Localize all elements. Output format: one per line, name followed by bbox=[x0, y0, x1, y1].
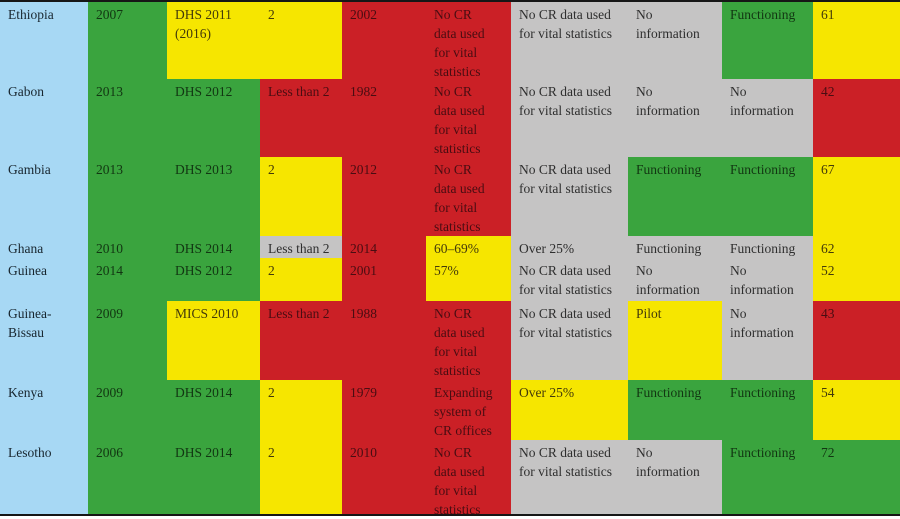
table-cell-r4-c2: 2010 bbox=[88, 236, 167, 258]
table-cell-r5-c3: DHS 2012 bbox=[167, 258, 260, 301]
table-cell-r6-c5: 1988 bbox=[342, 301, 426, 380]
table-cell-r6-c8: Pilot bbox=[628, 301, 722, 380]
table-cell-r6-c4: Less than 2 bbox=[260, 301, 342, 380]
table-cell-r4-c3: DHS 2014 bbox=[167, 236, 260, 258]
table-cell-r1-c8: No information bbox=[628, 2, 722, 79]
table-cell-r3-c2: 2013 bbox=[88, 157, 167, 236]
table-cell-r6-c9: No information bbox=[722, 301, 813, 380]
table-cell-r4-c10: 62 bbox=[813, 236, 900, 258]
table-cell-r3-c6: No CR data used for vital statistics bbox=[426, 157, 511, 236]
table-cell-r2-c7: No CR data used for vital statistics bbox=[511, 79, 628, 157]
table-cell-r3-c4: 2 bbox=[260, 157, 342, 236]
table-cell-r3-c7: No CR data used for vital statistics bbox=[511, 157, 628, 236]
table-cell-r6-c3: MICS 2010 bbox=[167, 301, 260, 380]
table-cell-r7-c10: 54 bbox=[813, 380, 900, 440]
table-cell-r7-c8: Functioning bbox=[628, 380, 722, 440]
table-cell-r7-c4: 2 bbox=[260, 380, 342, 440]
table-cell-r1-c1: Ethiopia bbox=[0, 2, 88, 79]
table-cell-r4-c6: 60–69% bbox=[426, 236, 511, 258]
table-cell-r2-c10: 42 bbox=[813, 79, 900, 157]
table-cell-r1-c6: No CR data used for vital statistics bbox=[426, 2, 511, 79]
table-cell-r1-c2: 2007 bbox=[88, 2, 167, 79]
table-cell-r1-c5: 2002 bbox=[342, 2, 426, 79]
table-cell-r5-c10: 52 bbox=[813, 258, 900, 301]
table-cell-r3-c5: 2012 bbox=[342, 157, 426, 236]
table-cell-r7-c6: Expanding system of CR offices bbox=[426, 380, 511, 440]
table-cell-r2-c8: No information bbox=[628, 79, 722, 157]
table-cell-r8-c6: No CR data used for vital statistics bbox=[426, 440, 511, 514]
table-cell-r8-c9: Functioning bbox=[722, 440, 813, 514]
table-top-border bbox=[0, 0, 900, 2]
table-cell-r2-c2: 2013 bbox=[88, 79, 167, 157]
table-cell-r6-c1: Guinea- Bissau bbox=[0, 301, 88, 380]
table-cell-r1-c7: No CR data used for vital statistics bbox=[511, 2, 628, 79]
table-cell-r6-c6: No CR data used for vital statistics bbox=[426, 301, 511, 380]
table-cell-r7-c5: 1979 bbox=[342, 380, 426, 440]
table-cell-r7-c9: Functioning bbox=[722, 380, 813, 440]
table-cell-r6-c2: 2009 bbox=[88, 301, 167, 380]
table-cell-r3-c8: Functioning bbox=[628, 157, 722, 236]
table-cell-r6-c10: 43 bbox=[813, 301, 900, 380]
table-cell-r4-c5: 2014 bbox=[342, 236, 426, 258]
table-cell-r2-c1: Gabon bbox=[0, 79, 88, 157]
table-cell-r7-c2: 2009 bbox=[88, 380, 167, 440]
table-cell-r3-c10: 67 bbox=[813, 157, 900, 236]
table-cell-r5-c6: 57% bbox=[426, 258, 511, 301]
table-cell-r8-c8: No information bbox=[628, 440, 722, 514]
table-bottom-border bbox=[0, 514, 900, 516]
table-cell-r6-c7: No CR data used for vital statistics bbox=[511, 301, 628, 380]
table-cell-r2-c5: 1982 bbox=[342, 79, 426, 157]
table-cell-r5-c8: No information bbox=[628, 258, 722, 301]
table-cell-r2-c9: No information bbox=[722, 79, 813, 157]
table-cell-r3-c1: Gambia bbox=[0, 157, 88, 236]
table-cell-r2-c4: Less than 2 bbox=[260, 79, 342, 157]
table-cell-r5-c4: 2 bbox=[260, 258, 342, 301]
table-cell-r5-c5: 2001 bbox=[342, 258, 426, 301]
table-cell-r3-c3: DHS 2013 bbox=[167, 157, 260, 236]
table-cell-r8-c2: 2006 bbox=[88, 440, 167, 514]
table-cell-r8-c4: 2 bbox=[260, 440, 342, 514]
table-cell-r7-c3: DHS 2014 bbox=[167, 380, 260, 440]
table-cell-r2-c6: No CR data used for vital statistics bbox=[426, 79, 511, 157]
table-cell-r2-c3: DHS 2012 bbox=[167, 79, 260, 157]
table-cell-r1-c3: DHS 2011 (2016) bbox=[167, 2, 260, 79]
table-cell-r1-c9: Functioning bbox=[722, 2, 813, 79]
table-cell-r5-c9: No information bbox=[722, 258, 813, 301]
table-cell-r7-c7: Over 25% bbox=[511, 380, 628, 440]
table-cell-r7-c1: Kenya bbox=[0, 380, 88, 440]
table-cell-r3-c9: Functioning bbox=[722, 157, 813, 236]
table-cell-r4-c9: Functioning bbox=[722, 236, 813, 258]
table-cell-r5-c7: No CR data used for vital statistics bbox=[511, 258, 628, 301]
table-cell-r5-c2: 2014 bbox=[88, 258, 167, 301]
table-cell-r4-c7: Over 25% bbox=[511, 236, 628, 258]
table-cell-r8-c3: DHS 2014 bbox=[167, 440, 260, 514]
table-cell-r8-c1: Lesotho bbox=[0, 440, 88, 514]
table-cell-r8-c5: 2010 bbox=[342, 440, 426, 514]
table-cell-r1-c4: 2 bbox=[260, 2, 342, 79]
table-cell-r4-c1: Ghana bbox=[0, 236, 88, 258]
table-cell-r8-c7: No CR data used for vital statistics bbox=[511, 440, 628, 514]
table-cell-r4-c4: Less than 2 bbox=[260, 236, 342, 258]
table-cell-r5-c1: Guinea bbox=[0, 258, 88, 301]
table-cell-r1-c10: 61 bbox=[813, 2, 900, 79]
table-cell-r8-c10: 72 bbox=[813, 440, 900, 514]
table-cell-r4-c8: Functioning bbox=[628, 236, 722, 258]
